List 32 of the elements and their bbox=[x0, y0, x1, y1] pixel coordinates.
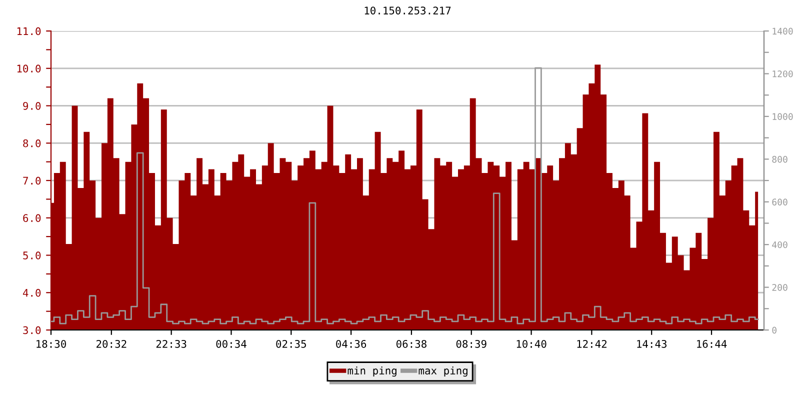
x-tick-label: 16:44 bbox=[697, 340, 727, 348]
y2-tick-label: 400 bbox=[772, 241, 788, 248]
x-tick-label: 20:32 bbox=[96, 340, 126, 348]
y2-tick-label: 1200 bbox=[772, 70, 793, 78]
legend-label: min ping bbox=[348, 366, 396, 377]
y2-tick-label: 1000 bbox=[772, 113, 793, 120]
y-tick-label: 6.0 bbox=[23, 214, 41, 222]
y2-tick-label: 1400 bbox=[772, 28, 793, 35]
x-tick-label: 06:38 bbox=[396, 340, 426, 348]
y-tick-label: 11.0 bbox=[17, 27, 41, 36]
legend-label: max ping bbox=[418, 366, 468, 377]
y-tick-label: 8.0 bbox=[23, 139, 41, 148]
x-tick-label: 22:33 bbox=[156, 340, 186, 348]
x-tick-label: 08:39 bbox=[456, 340, 486, 348]
y-tick-label: 9.0 bbox=[23, 102, 41, 110]
x-tick-label: 04:36 bbox=[336, 340, 366, 348]
y2-tick-label: 600 bbox=[772, 198, 788, 206]
chart-title: 10.150.253.217 bbox=[364, 6, 451, 14]
y2-tick-label: 0 bbox=[772, 326, 776, 334]
y2-tick-label: 800 bbox=[772, 156, 788, 163]
x-tick-label: 14:43 bbox=[637, 340, 666, 348]
x-tick-label: 12:42 bbox=[577, 340, 606, 348]
y-tick-label: 7.0 bbox=[23, 176, 41, 185]
y-tick-label: 10.0 bbox=[17, 64, 41, 73]
x-tick-label: 00:34 bbox=[216, 340, 246, 348]
y-tick-label: 3.0 bbox=[23, 326, 41, 334]
x-tick-label: 02:35 bbox=[276, 340, 306, 348]
x-tick-label: 10:40 bbox=[516, 340, 546, 348]
y-tick-label: 4.0 bbox=[22, 288, 41, 297]
y-tick-label: 5.0 bbox=[23, 252, 41, 260]
y2-tick-label: 200 bbox=[772, 284, 788, 291]
x-tick-label: 18:30 bbox=[36, 340, 66, 348]
